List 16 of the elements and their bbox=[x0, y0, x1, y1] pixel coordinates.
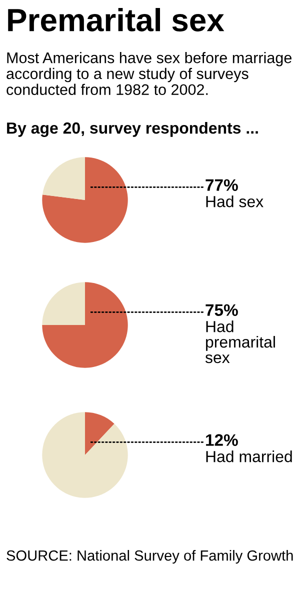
data-label: 75% bbox=[206, 304, 238, 316]
pie-slice bbox=[85, 412, 114, 455]
data-label: 12% bbox=[206, 434, 238, 446]
slice-label: Had sex bbox=[206, 196, 264, 208]
chart-title: Premarital sex bbox=[8, 8, 224, 32]
pie-slice bbox=[42, 282, 85, 325]
pie-slice bbox=[42, 412, 128, 498]
chart-subtitle: Most Americans have sex before marriage according to a new study of surveys conducted from 1982 to 2002. bbox=[6, 52, 292, 96]
pie-slice bbox=[42, 157, 128, 243]
source-note: SOURCE: National Survey of Family Growth bbox=[6, 550, 293, 564]
slice-label: Had premarital sex bbox=[205, 320, 275, 364]
pie-slice bbox=[42, 282, 128, 368]
data-label: 77% bbox=[206, 179, 238, 191]
pie-slice bbox=[42, 157, 85, 200]
text: By age 20, survey respondents ... bbox=[7, 122, 258, 137]
slice-label: Had married bbox=[206, 450, 292, 462]
